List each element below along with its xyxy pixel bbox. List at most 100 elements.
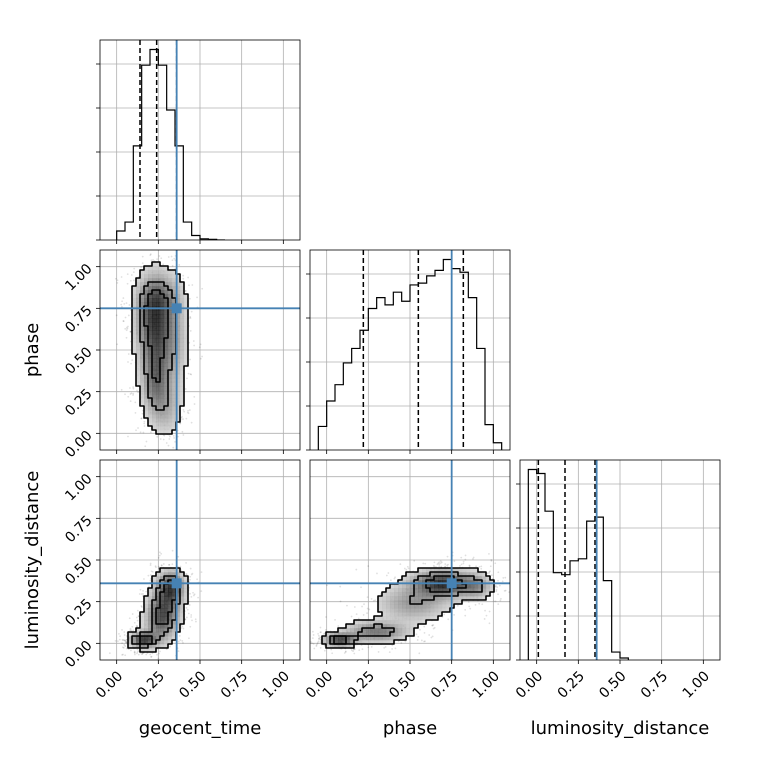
density-cell — [406, 584, 411, 589]
scatter-point — [361, 648, 364, 651]
scatter-point — [121, 642, 123, 645]
scatter-point — [172, 434, 175, 437]
density-cell — [172, 274, 177, 279]
scatter-point — [120, 303, 123, 306]
density-cell — [144, 398, 149, 403]
density-cell — [410, 588, 415, 593]
scatter-point — [464, 558, 467, 561]
scatter-point — [186, 411, 189, 414]
scatter-point — [200, 590, 203, 593]
density-cell — [474, 568, 479, 573]
scatter-point — [129, 627, 132, 630]
density-cell — [390, 636, 395, 641]
density-cell — [350, 644, 355, 649]
scatter-point — [118, 632, 120, 635]
density-cell — [362, 620, 367, 625]
density-cell — [164, 362, 169, 367]
scatter-point — [137, 427, 139, 429]
scatter-point — [185, 673, 187, 675]
density-cell — [152, 584, 157, 589]
density-cell — [152, 342, 157, 347]
density-cell — [378, 616, 383, 621]
density-cell — [172, 286, 177, 291]
density-cell — [180, 290, 185, 295]
scatter-point — [488, 622, 491, 625]
density-cell — [164, 592, 169, 597]
density-cell — [462, 576, 467, 581]
density-cell — [458, 576, 463, 581]
scatter-point — [141, 652, 144, 655]
density-cell — [386, 640, 391, 645]
density-cell — [132, 302, 137, 307]
scatter-point — [135, 429, 137, 432]
density-cell — [168, 358, 173, 363]
scatter-point — [366, 612, 368, 615]
scatter-point — [136, 609, 139, 612]
scatter-point — [150, 259, 153, 262]
scatter-point — [137, 650, 140, 653]
density-cell — [426, 592, 431, 597]
scatter-point — [156, 258, 158, 261]
density-cell — [366, 620, 371, 625]
scatter-point — [121, 653, 124, 656]
density-cell — [382, 620, 387, 625]
density-cell — [176, 628, 181, 633]
density-cell — [152, 406, 157, 411]
density-cell — [418, 620, 423, 625]
scatter-point — [494, 585, 497, 588]
scatter-point — [171, 245, 173, 247]
density-cell — [168, 640, 173, 645]
density-cell — [382, 640, 387, 645]
scatter-point — [446, 555, 449, 558]
density-cell — [160, 366, 165, 371]
density-cell — [160, 568, 165, 573]
scatter-point — [193, 593, 196, 596]
scatter-point — [383, 646, 386, 649]
scatter-point — [432, 564, 435, 567]
density-cell — [176, 588, 181, 593]
density-cell — [144, 608, 149, 613]
density-cell — [144, 330, 149, 335]
scatter-point — [130, 392, 133, 395]
density-cell — [180, 310, 185, 315]
density-cell — [144, 644, 149, 649]
scatter-point — [189, 578, 191, 581]
density-cell — [410, 608, 415, 613]
density-cell — [390, 620, 395, 625]
density-cell — [482, 576, 487, 581]
density-cell — [148, 402, 153, 407]
density-cell — [140, 628, 145, 633]
density-cell — [152, 290, 157, 295]
scatter-point — [324, 629, 327, 631]
scatter-point — [116, 279, 119, 282]
density-cell — [382, 624, 387, 629]
density-cell — [184, 298, 189, 303]
density-cell — [446, 568, 451, 573]
y-tick-label: 0.50 — [62, 554, 95, 587]
density-cell — [410, 600, 415, 605]
density-cell — [462, 592, 467, 597]
histogram-step-line — [317, 258, 503, 450]
scatter-point — [188, 604, 191, 606]
scatter-point — [183, 410, 186, 413]
scatter-point — [433, 626, 436, 629]
density-cell — [176, 362, 181, 367]
density-cell — [394, 588, 399, 593]
scatter-point — [367, 565, 370, 567]
scatter-point — [319, 638, 322, 641]
density-cell — [160, 382, 165, 387]
density-cell — [438, 576, 443, 581]
density-cell — [172, 576, 177, 581]
density-cell — [148, 624, 153, 629]
density-cell — [378, 600, 383, 605]
scatter-point — [132, 387, 135, 390]
x-axis-label-luminosity_distance: luminosity_distance — [531, 718, 710, 739]
truth-marker — [171, 578, 182, 589]
density-cell — [164, 310, 169, 315]
scatter-point — [137, 615, 140, 617]
density-cell — [180, 600, 185, 605]
density-cell — [176, 604, 181, 609]
scatter-point — [191, 284, 194, 286]
density-cell — [168, 334, 173, 339]
scatter-point — [158, 255, 161, 257]
